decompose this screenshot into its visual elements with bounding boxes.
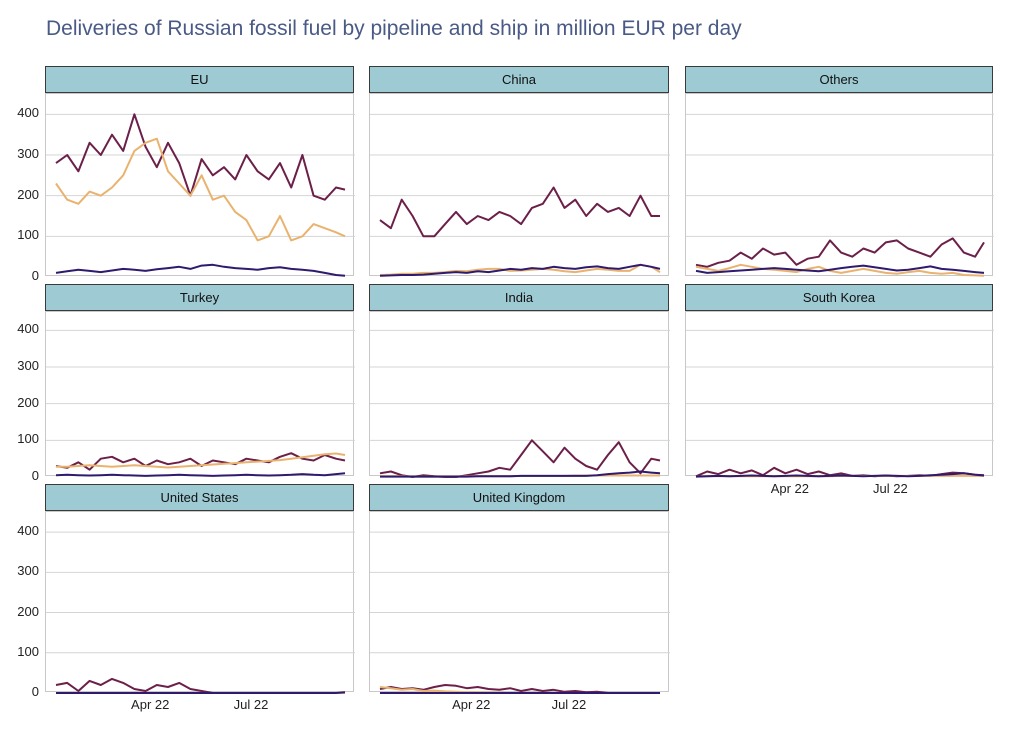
series-line-2 — [56, 452, 346, 469]
facet-strip-label: Others — [685, 66, 993, 93]
facet-strip-label: China — [369, 66, 669, 93]
plot-svg — [686, 329, 994, 478]
facet-strip-label: South Korea — [685, 284, 993, 311]
plot-svg — [370, 531, 670, 694]
y-tick-label: 100 — [17, 227, 39, 243]
series-line-3 — [55, 472, 346, 477]
y-tick-label: 200 — [17, 603, 39, 619]
y-tick-label: 100 — [17, 431, 39, 447]
x-tick-label: Apr 22 — [770, 481, 810, 496]
series-line-1 — [695, 237, 985, 268]
chart-title: Deliveries of Russian fossil fuel by pip… — [46, 17, 742, 40]
series-line-3 — [55, 263, 346, 277]
y-tick-label: 300 — [17, 358, 39, 373]
plot-area — [45, 311, 355, 477]
facet-eu: EU — [45, 66, 355, 277]
series-line-1 — [379, 439, 661, 478]
x-tick-label: Jul 22 — [872, 481, 908, 496]
facet-strip-label: Turkey — [45, 284, 354, 311]
series-line-3 — [695, 264, 985, 274]
facet-strip-label: India — [369, 284, 669, 311]
plot-area — [369, 93, 670, 277]
series-line-1 — [379, 186, 660, 238]
plot-area — [685, 311, 994, 478]
y-tick-label: 0 — [31, 268, 39, 283]
facet-united-kingdom: United Kingdom — [369, 484, 670, 694]
facet-south-korea: South Korea — [685, 284, 994, 478]
plot-area — [685, 93, 994, 277]
series-line-2 — [695, 263, 985, 277]
series-line-1 — [55, 113, 346, 201]
y-tick-label: 200 — [17, 186, 39, 202]
series-line-3 — [379, 263, 661, 277]
plot-svg — [46, 531, 355, 694]
y-tick-label: 100 — [17, 643, 39, 659]
x-tick-label: Apr 22 — [452, 697, 491, 712]
facet-others: Others — [685, 66, 994, 277]
x-tick-label: Jul 22 — [233, 697, 269, 712]
y-tick-label: 200 — [17, 394, 39, 410]
series-line-3 — [56, 691, 346, 694]
series-line-3 — [380, 470, 661, 478]
y-tick-label: 400 — [17, 523, 39, 539]
y-tick-label: 400 — [17, 105, 39, 121]
facet-india: India — [369, 284, 670, 478]
plot-svg — [370, 113, 670, 277]
series-line-3 — [695, 472, 985, 478]
facet-strip-label: EU — [45, 66, 354, 93]
plot-svg — [370, 329, 670, 478]
x-tick-label: Jul 22 — [551, 697, 587, 712]
series-line-1 — [55, 677, 345, 694]
series-line-1 — [55, 452, 346, 471]
x-tick-label: Apr 22 — [131, 697, 170, 712]
y-tick-label: 0 — [31, 684, 39, 699]
facet-turkey: Turkey — [45, 284, 355, 477]
y-tick-label: 400 — [17, 321, 39, 337]
plot-svg — [46, 113, 355, 277]
plot-area — [369, 511, 670, 694]
facet-strip-label: United Kingdom — [369, 484, 669, 511]
y-tick-label: 0 — [31, 468, 39, 483]
series-line-1 — [379, 684, 660, 694]
plot-area — [45, 93, 355, 277]
y-tick-label: 300 — [17, 146, 39, 161]
facet-strip-label: United States — [45, 484, 354, 511]
plot-svg — [686, 113, 994, 277]
plot-area — [369, 311, 670, 478]
facet-china: China — [369, 66, 670, 277]
y-tick-label: 300 — [17, 563, 39, 579]
series-line-2 — [55, 137, 346, 242]
facet-united-states: United States — [45, 484, 355, 694]
plot-area — [45, 511, 355, 694]
plot-svg — [46, 329, 355, 477]
